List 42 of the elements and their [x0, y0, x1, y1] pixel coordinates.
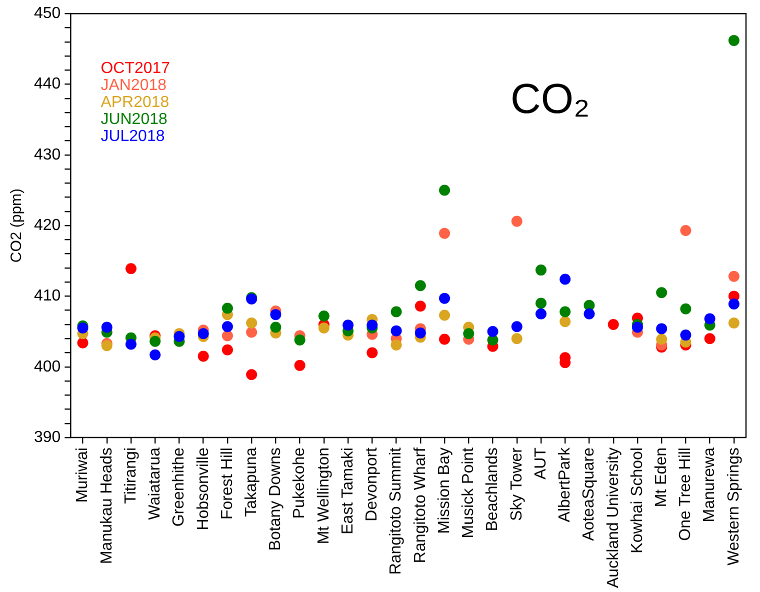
x-tick-label: Greenhithe: [170, 447, 188, 527]
y-tick-label: 390: [34, 428, 61, 446]
y-tick-label: 400: [34, 358, 61, 376]
x-tick-label: Mt Eden: [652, 448, 670, 508]
y-axis-title: CO2 (ppm): [8, 188, 26, 263]
text: JUL2018: [100, 128, 165, 146]
x-tick-label: Mission Bay: [436, 448, 453, 534]
x-tick-label: Musick Point: [460, 446, 478, 538]
text: CO₂: [510, 75, 590, 122]
x-tick-label: Muriwai: [74, 448, 92, 503]
x-tick-label: Manurewa: [701, 447, 718, 522]
y-tick-label: 410: [34, 288, 61, 305]
text: APR2018: [100, 94, 170, 112]
x-tick-label: Sky Tower: [508, 446, 526, 522]
x-tick-label: Titirangi: [122, 448, 140, 504]
y-tick-label: 420: [34, 216, 61, 234]
x-tick-label: Takapuna: [242, 447, 260, 517]
x-tick-label: Manukau Heads: [98, 448, 116, 564]
x-tick-label: Waiatarua: [146, 447, 164, 520]
x-tick-label: Western Springs: [725, 448, 742, 566]
x-tick-label: Forest Hill: [218, 448, 236, 520]
x-tick-label: Rangitoto Wharf: [412, 446, 429, 564]
text: OCT2017: [100, 60, 170, 78]
x-tick-label: AlbertPark: [556, 446, 574, 522]
x-tick-label: AoteaSquare: [580, 447, 598, 541]
x-tick-label: One Tree Hill: [677, 448, 694, 541]
y-tick-label: 450: [34, 5, 61, 22]
x-tick-label: Mt Wellington: [315, 448, 332, 544]
x-tick-label: Hobsonville: [194, 447, 212, 530]
x-tick-label: AUT: [532, 447, 550, 480]
x-tick-label: East Tamaki: [339, 448, 356, 534]
y-tick-label: 440: [34, 76, 61, 93]
text: JAN2018: [100, 77, 167, 94]
y-tick-label: 430: [34, 146, 61, 164]
x-tick-label: Rangitoto Summit: [388, 446, 405, 575]
x-tick-label: Pukekohe: [291, 447, 308, 519]
x-tick-label: Auckland University: [604, 448, 622, 588]
x-tick-label: Kowhai School: [628, 448, 646, 554]
x-tick-label: Devonport: [364, 446, 381, 522]
text: JUN2018: [100, 111, 168, 128]
x-tick-label: Beachlands: [484, 448, 502, 532]
x-tick-label: Botany Downs: [267, 448, 284, 551]
